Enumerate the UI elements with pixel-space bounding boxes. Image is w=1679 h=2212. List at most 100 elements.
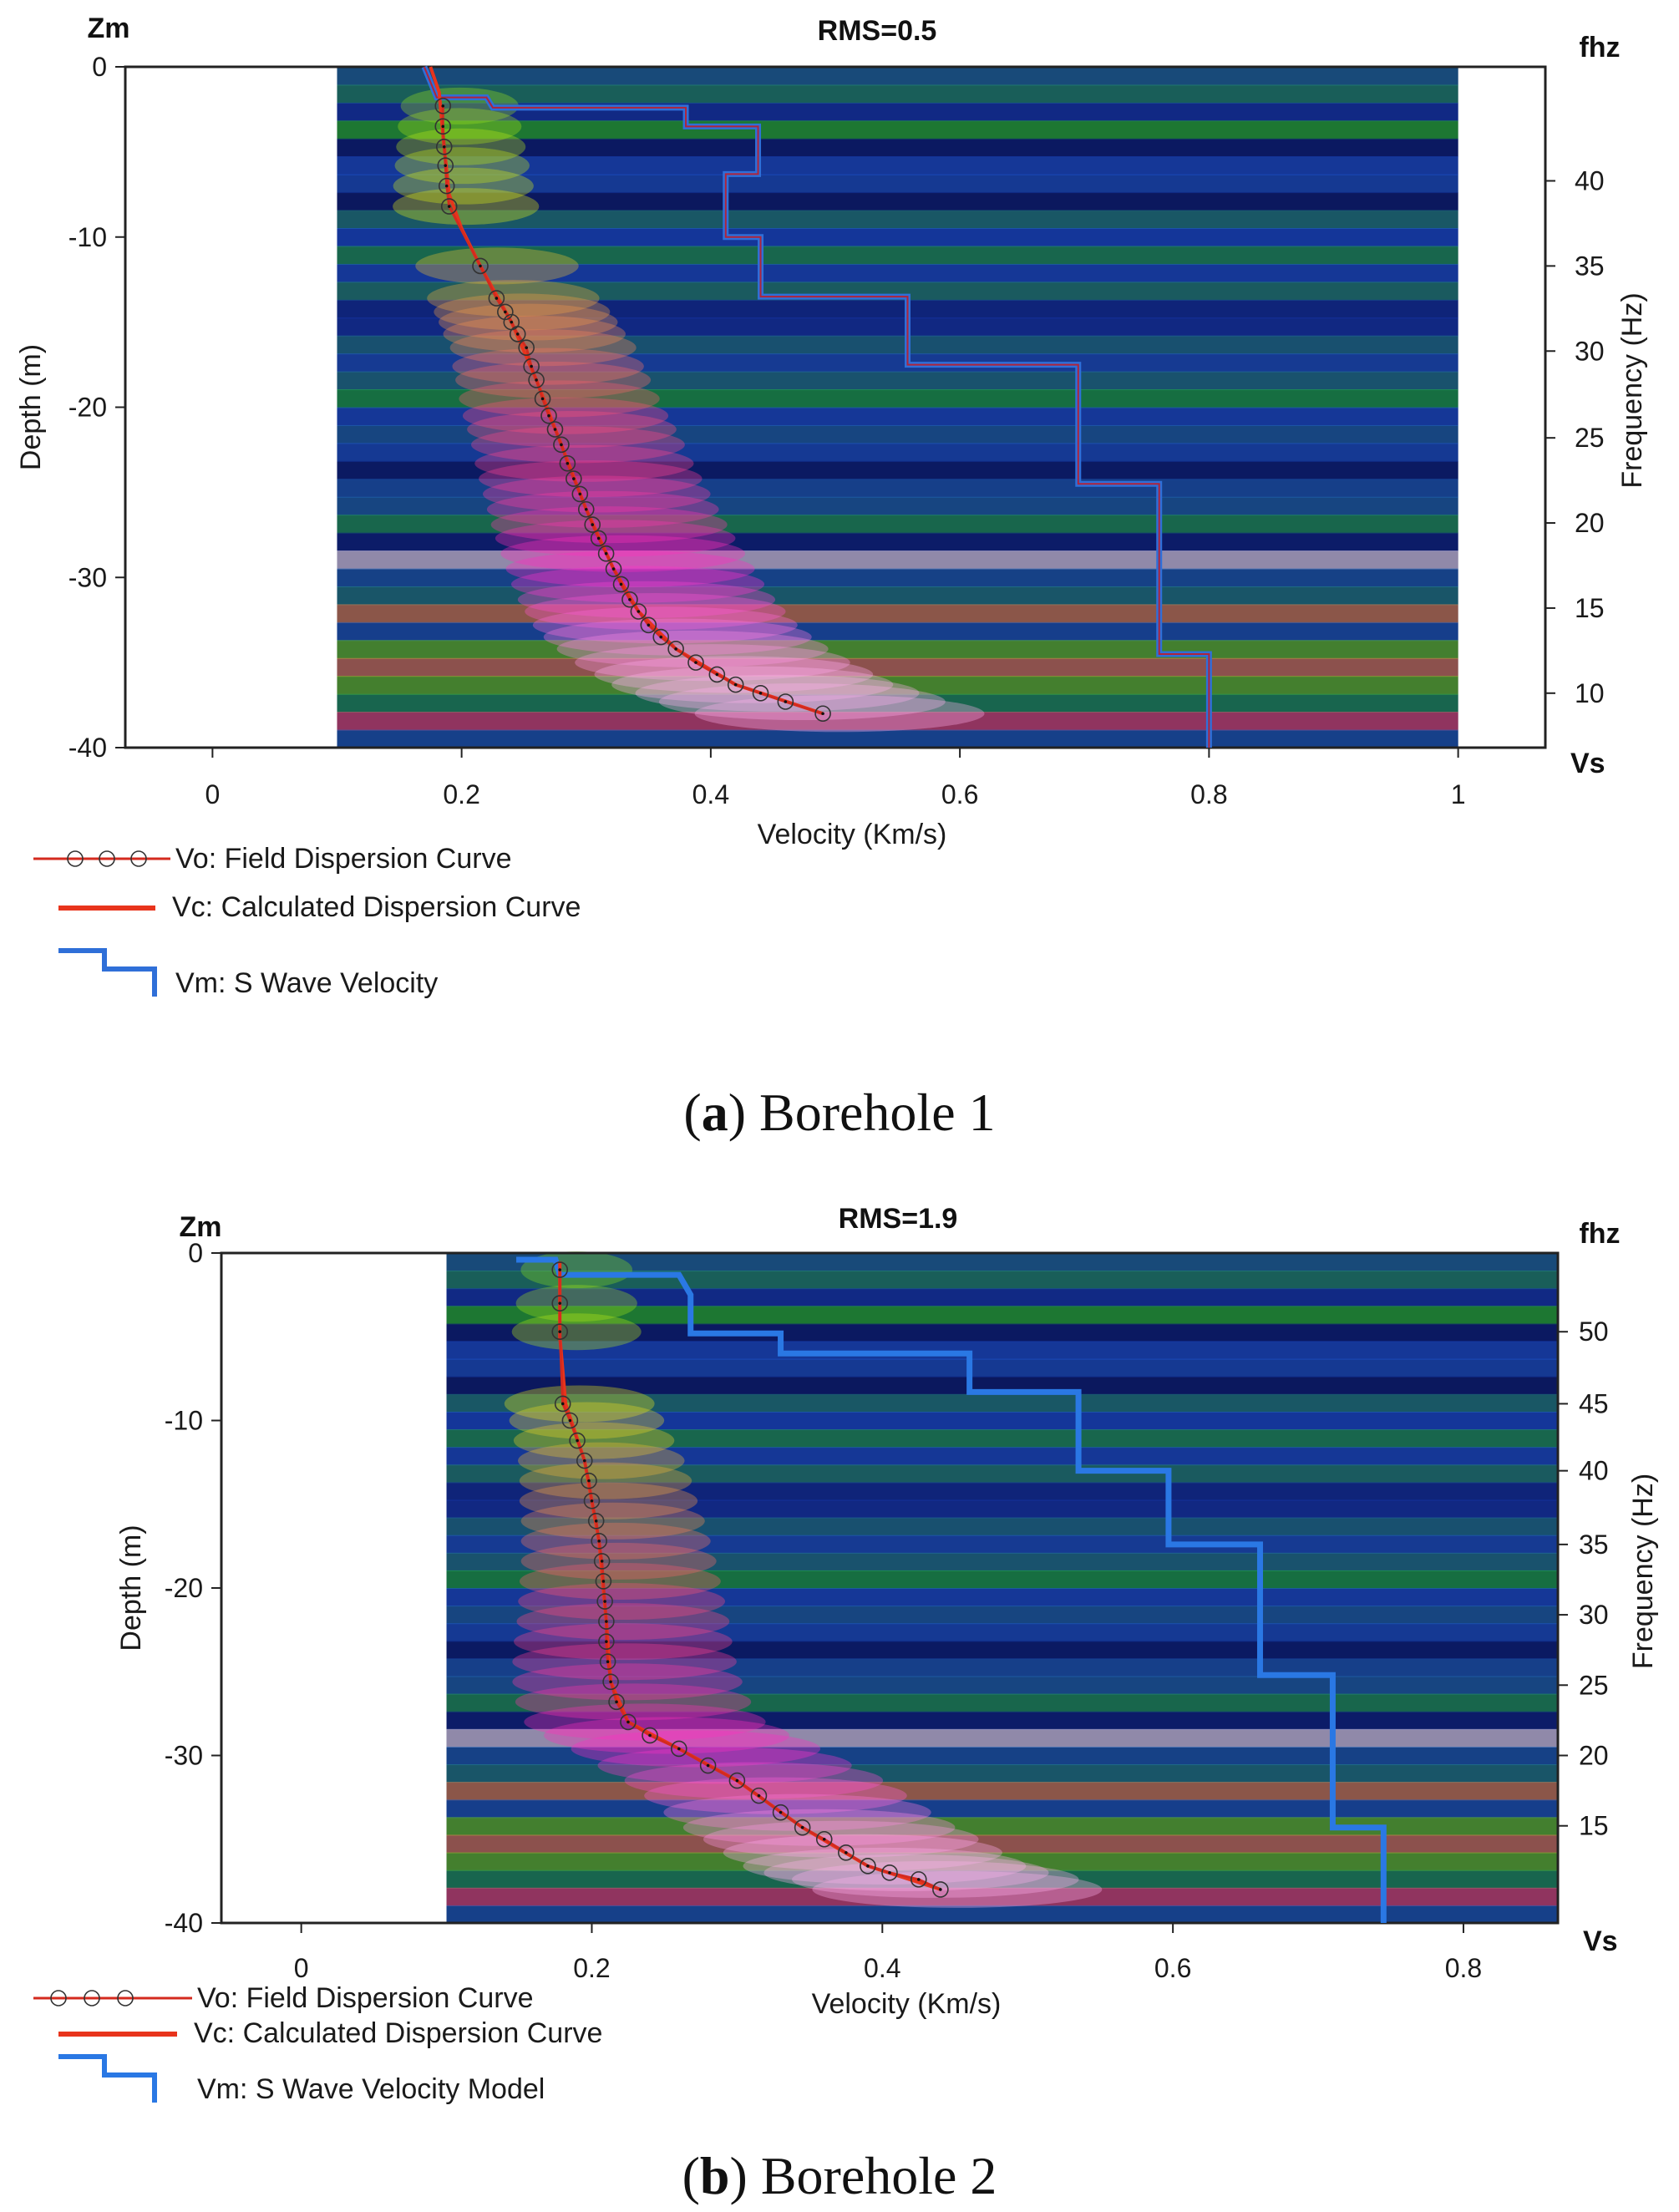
vo-field-point	[437, 157, 454, 174]
caption-text: Borehole 2	[747, 2146, 997, 2205]
vo-field-point-dot	[615, 1700, 618, 1704]
vo-field-point-dot	[619, 582, 623, 586]
energy-band	[337, 228, 1458, 247]
vo-field-point-dot	[800, 1825, 804, 1829]
vo-field-point	[569, 1432, 586, 1449]
energy-band	[446, 1482, 1559, 1501]
energy-band	[337, 263, 1458, 283]
vo-field-point	[566, 470, 582, 487]
vo-field-point	[595, 1573, 612, 1590]
vm-velocity-model-line	[516, 1256, 1387, 1923]
vo-field-point-dot	[591, 523, 595, 526]
energy-band	[337, 174, 1458, 194]
vo-field-point	[860, 1858, 876, 1875]
energy-ridge	[517, 581, 776, 618]
energy-band	[337, 550, 1458, 570]
freq-tick-label: 50	[1579, 1317, 1609, 1347]
energy-ridge	[462, 397, 669, 434]
energy-band	[446, 1606, 1559, 1625]
freq-tick-label: 40	[1579, 1456, 1609, 1486]
energy-ridge	[443, 315, 626, 353]
energy-band	[337, 604, 1458, 623]
vo-field-point	[553, 436, 570, 454]
energy-ridge	[520, 1502, 705, 1540]
energy-ridge	[505, 550, 755, 588]
energy-ridge	[396, 128, 526, 165]
y2-corner-label: fhz	[1579, 1218, 1620, 1250]
vo-field-point-dot	[525, 346, 528, 349]
legend-vm-label: Vm: S Wave Velocity	[175, 967, 438, 999]
vo-field-point-dot	[444, 164, 448, 167]
vm-velocity-model-outline	[423, 66, 1210, 748]
vo-field-point	[440, 198, 458, 215]
vo-field-point-dot	[566, 461, 570, 465]
vo-field-point-dot	[504, 310, 507, 314]
freq-tick-label: 30	[1575, 336, 1605, 366]
energy-band	[337, 657, 1458, 677]
energy-ridge	[495, 520, 736, 557]
energy-ridge	[644, 1777, 907, 1814]
vo-field-point	[728, 1772, 746, 1789]
vo-field-point	[434, 118, 452, 135]
vo-field-point-dot	[694, 661, 697, 664]
energy-ridge	[486, 490, 719, 528]
energy-band	[337, 371, 1458, 391]
energy-band	[446, 1552, 1559, 1571]
vo-field-point-dot	[597, 1540, 601, 1543]
y-tick-label: -40	[68, 733, 107, 763]
energy-ridge	[556, 630, 829, 667]
vo-field-point-dot	[447, 205, 451, 208]
legend-vm-line	[58, 948, 157, 997]
energy-band	[337, 712, 1458, 731]
vo-field-point-dot	[659, 635, 663, 639]
legend-vc-label: Vc: Calculated Dispersion Curve	[194, 2017, 602, 2049]
freq-tick-label: 35	[1579, 1530, 1609, 1560]
energy-ridge	[520, 1542, 717, 1580]
vo-field-point-dot	[733, 682, 738, 687]
energy-ridge	[658, 682, 946, 720]
energy-band	[337, 515, 1458, 534]
energy-ridge	[479, 460, 703, 498]
vo-field-point-dot	[606, 1660, 610, 1664]
energy-ridge	[519, 1562, 721, 1600]
energy-ridge	[763, 1854, 1049, 1891]
energy-band	[337, 407, 1458, 426]
energy-ridge	[516, 1603, 730, 1641]
vo-field-point-dot	[757, 1793, 761, 1798]
x-tick-label: 0.2	[573, 1953, 610, 1983]
energy-band	[446, 1852, 1559, 1871]
energy-ridge	[509, 1402, 665, 1439]
vo-field-point-dot	[515, 332, 520, 336]
caption-letter: b	[699, 2146, 730, 2205]
energy-ridge	[393, 188, 540, 226]
energy-band	[337, 460, 1458, 480]
energy-band	[446, 1288, 1559, 1307]
energy-band	[337, 67, 1458, 86]
freq-tick-label: 20	[1579, 1741, 1609, 1771]
vo-field-point-dot	[821, 712, 824, 716]
energy-ridge	[812, 1870, 1103, 1908]
energy-band	[337, 621, 1458, 642]
freq-tick-label: 20	[1575, 508, 1605, 538]
vo-field-point-dot	[706, 1763, 710, 1768]
energy-band	[446, 1799, 1559, 1819]
energy-ridge	[474, 444, 694, 482]
energy-band	[337, 479, 1458, 498]
vo-field-point	[559, 454, 576, 472]
vo-field-point-dot	[584, 507, 588, 511]
energy-ridge	[519, 1462, 692, 1499]
energy-ridge	[490, 506, 728, 544]
vo-field-point	[932, 1881, 949, 1898]
energy-band	[446, 1393, 1559, 1413]
y-axis-label: Depth (m)	[15, 344, 47, 470]
energy-band	[446, 1588, 1559, 1607]
energy-ridge	[514, 1623, 733, 1661]
vo-field-point-dot	[442, 145, 446, 149]
energy-band	[446, 1817, 1559, 1836]
x-tick-label: 0	[294, 1953, 309, 1983]
vo-field-point-dot	[594, 1519, 598, 1523]
freq-tick-label: 40	[1575, 166, 1605, 196]
vo-field-point	[671, 1740, 687, 1758]
vo-field-point-dot	[547, 413, 550, 418]
